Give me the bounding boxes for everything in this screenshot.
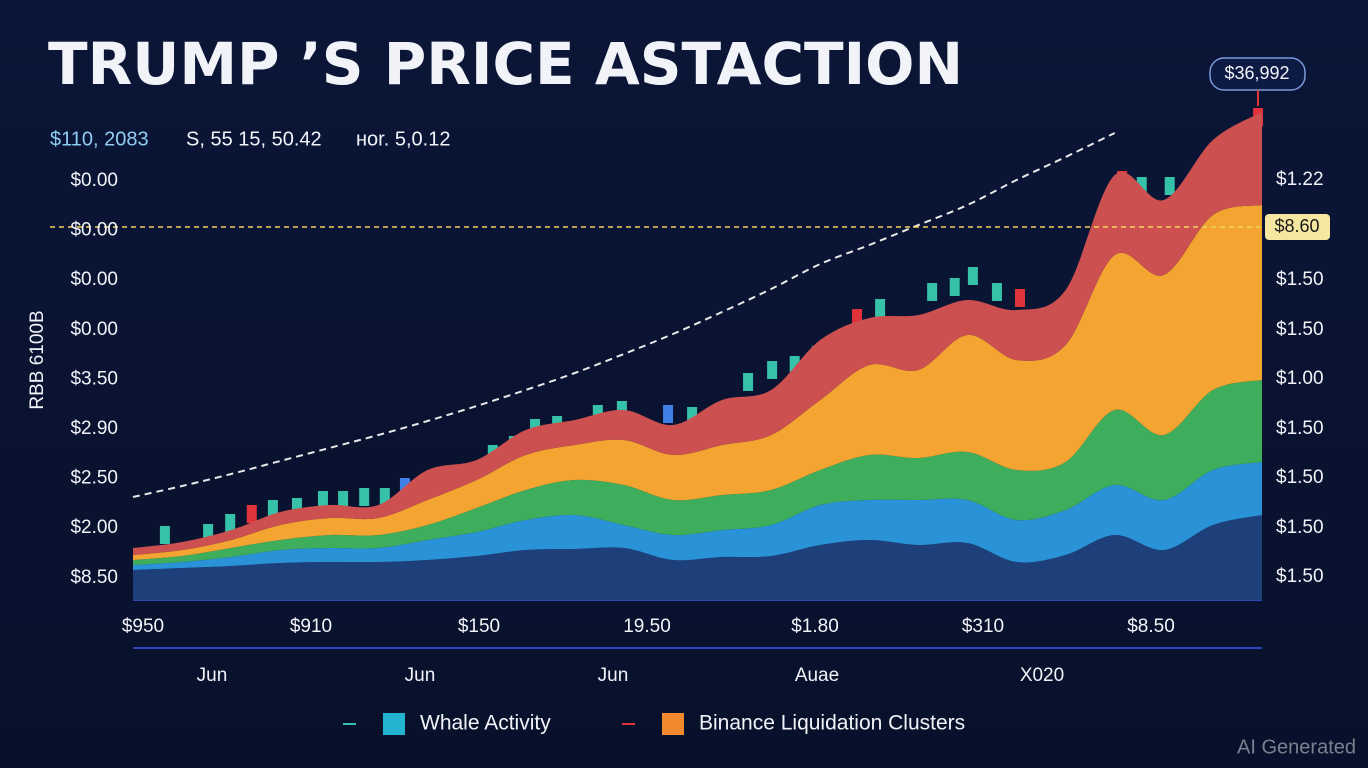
candle bbox=[159, 526, 170, 544]
candle bbox=[949, 278, 960, 296]
left-axis-label: $0.00 bbox=[70, 319, 118, 340]
right-axis-label: $1.22 bbox=[1276, 169, 1324, 190]
candle bbox=[1164, 177, 1175, 195]
trend-line bbox=[132, 132, 1116, 498]
area-layer bbox=[133, 380, 1262, 565]
y-axis-title: RBB 6100B bbox=[27, 310, 48, 409]
candle bbox=[967, 267, 978, 285]
candle bbox=[852, 309, 863, 327]
left-axis-label: $2.00 bbox=[70, 517, 118, 538]
x-axis-label: $8.50 bbox=[1127, 616, 1175, 637]
candle bbox=[789, 356, 800, 374]
candle bbox=[291, 498, 302, 516]
candle bbox=[338, 491, 349, 509]
candle bbox=[875, 299, 886, 317]
right-axis-label: $1.00 bbox=[1276, 368, 1324, 389]
right-axis-label: $1.50 bbox=[1276, 418, 1324, 439]
right-axis-label: $1.50 bbox=[1276, 517, 1324, 538]
candle bbox=[379, 488, 390, 506]
x-axis-month: Jun bbox=[197, 665, 228, 686]
legend-label: Binance Liquidation Clusters bbox=[699, 712, 965, 735]
x-axis-month: Jun bbox=[598, 665, 629, 686]
candle bbox=[767, 361, 778, 379]
candle bbox=[991, 283, 1002, 301]
legend-swatch bbox=[662, 713, 684, 735]
stat: $110, 2083 bbox=[50, 128, 149, 150]
x-axis-month: Jun bbox=[405, 665, 436, 686]
legend-label: Whale Activity bbox=[420, 712, 551, 735]
stat: S, 55 15, 50.42 bbox=[186, 128, 322, 150]
area-layer bbox=[133, 205, 1262, 560]
x-axis-label: $1.80 bbox=[791, 616, 839, 637]
candle bbox=[1015, 289, 1026, 307]
candle bbox=[927, 283, 938, 301]
candle bbox=[663, 405, 674, 423]
x-axis-label: 19.50 bbox=[623, 616, 671, 637]
reference-label: $8.60 bbox=[1274, 216, 1319, 236]
candle bbox=[687, 407, 698, 425]
candle bbox=[267, 500, 278, 518]
x-axis-label: $950 bbox=[122, 616, 164, 637]
watermark: AI Generated bbox=[1237, 736, 1356, 758]
chart-title: TRUMP ’S PRICE ASTACTION bbox=[48, 30, 963, 98]
candle bbox=[225, 514, 236, 532]
left-axis-label: $0.00 bbox=[70, 170, 118, 191]
right-axis-label: $1.50 bbox=[1276, 467, 1324, 488]
left-axis-label: $8.50 bbox=[70, 567, 118, 588]
x-axis-month: X020 bbox=[1020, 665, 1064, 686]
left-axis-label: $0.00 bbox=[70, 220, 118, 241]
x-axis-label: $310 bbox=[962, 616, 1004, 637]
area-layer bbox=[133, 515, 1262, 600]
x-axis-label: $910 bbox=[290, 616, 332, 637]
x-axis-label: $150 bbox=[458, 616, 500, 637]
left-axis-label: $0.00 bbox=[70, 269, 118, 290]
area-layer bbox=[133, 462, 1262, 570]
candle bbox=[1136, 177, 1147, 195]
area-layer bbox=[133, 112, 1262, 555]
left-axis-label: $2.50 bbox=[70, 468, 118, 489]
candle bbox=[317, 491, 328, 509]
candle bbox=[743, 373, 754, 391]
candle bbox=[246, 505, 257, 523]
right-axis-label: $1.50 bbox=[1276, 319, 1324, 340]
right-axis-label: $1.50 bbox=[1276, 566, 1324, 587]
x-axis-month: Auae bbox=[795, 665, 839, 686]
reference-badge bbox=[1265, 214, 1330, 240]
price-badge: $36,992 bbox=[1224, 63, 1289, 83]
left-axis-label: $2.90 bbox=[70, 418, 118, 439]
stat: нor. 5,0.12 bbox=[356, 128, 450, 150]
left-axis-label: $3.50 bbox=[70, 368, 118, 389]
candle bbox=[359, 488, 370, 506]
legend-swatch bbox=[383, 713, 405, 735]
right-axis-label: $1.50 bbox=[1276, 269, 1324, 290]
candle bbox=[203, 524, 214, 542]
